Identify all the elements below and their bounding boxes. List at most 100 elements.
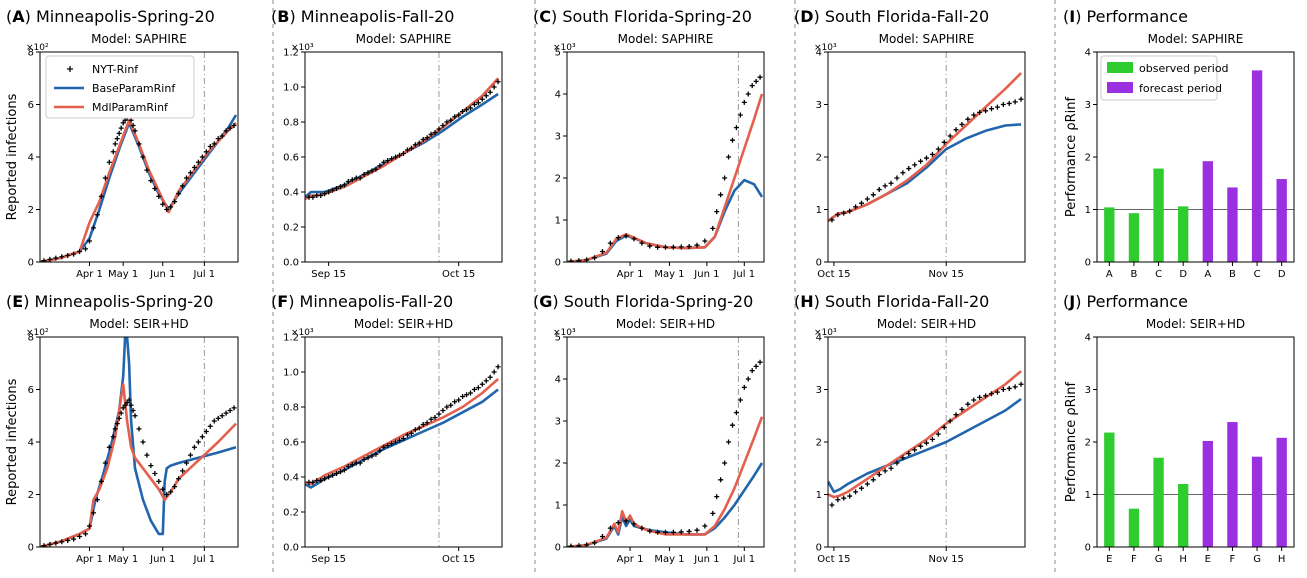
nyt-point [341,182,347,188]
nyt-point [722,460,728,466]
panel-title: (B) Minneapolis-Fall-20 [271,7,454,26]
y-tick-label: 1.2 [283,333,299,344]
x-tick-label: H [1179,554,1187,565]
y-tick-label: 0 [1085,543,1091,554]
nyt-point [491,84,497,90]
x-tick-label: F [1230,554,1236,565]
y-tick-label: 0 [816,543,822,554]
nyt-point [959,406,965,412]
y-tick-label: 1 [816,205,822,216]
nyt-point [132,413,138,419]
x-tick-label: Sep 15 [311,269,346,280]
nyt-point [124,400,130,406]
nyt-point [487,374,493,380]
nyt-point [718,192,724,198]
model-label: Model: SEIR+HD [877,317,976,331]
nyt-point [59,539,65,545]
legend-swatch-forecast [1107,82,1133,93]
nyt-point [935,146,941,152]
nyt-point [176,191,182,197]
nyt-point [98,193,104,199]
nyt-point [994,104,1000,110]
panel-title-text: Performance [1087,292,1188,311]
nyt-point [381,444,387,450]
nyt-point [471,387,477,392]
model-label: Model: SAPHIRE [1148,32,1244,46]
y-tick-label: 2 [816,153,822,164]
y-tick-label: 0 [28,258,34,269]
y-tick-label: 0 [28,543,34,554]
nyt-point [647,243,653,249]
nyt-point [223,410,229,416]
y-tick-label: 1 [555,501,561,512]
nyt-point [576,258,582,262]
panel-title: (D) South Florida-Fall-20 [794,7,989,26]
nyt-point [471,102,477,107]
nyt-point [924,155,929,161]
panel-G: (G) South Florida-Spring-20 Model: SEIR+H… [533,292,765,565]
axes-frame [827,336,1026,548]
legend: NYT-Rinf BaseParamRinf MdlParamRinf [45,55,195,119]
y-axis-label: Performance ρRinf [1064,96,1079,217]
nyt-point [160,201,166,207]
nyt-point [1000,387,1006,392]
nyt-point [882,468,888,474]
axis-scale-label: ×10³ [291,43,314,53]
nyt-point [829,217,835,223]
nyt-point [726,439,732,445]
nyt-point [41,543,47,547]
nyt-point [199,434,205,440]
y-tick-label: 1 [816,490,822,501]
bar-observed [1178,484,1189,547]
nyt-point [122,402,128,408]
nyt-point [947,418,953,424]
panel-A: (A) Minneapolis-Spring-20 Model: SAPHIRE 0… [5,7,239,280]
nyt-point [994,389,1000,395]
nyt-point [663,529,668,535]
nyt-point [322,476,328,482]
y-tick-label: 0.4 [283,188,299,199]
nyt-point [440,123,446,128]
nyt-point [114,136,120,142]
axis-scale-label: ×10³ [553,328,576,338]
panel-label: E [12,292,23,311]
nyt-point [94,497,100,503]
nyt-point [404,432,410,438]
nyt-point [136,141,142,147]
nyt-point [172,484,178,490]
x-tick-label: Jun 1 [693,554,719,565]
nyt-point [404,147,410,153]
nyt-point [184,175,190,181]
nyt-point [120,405,126,411]
y-tick-label: 0.4 [283,473,299,484]
bar-forecast [1251,70,1263,262]
model-label: Model: SEIR+HD [1146,317,1245,331]
nyt-point [714,494,720,500]
nyt-point [102,175,108,181]
x-tick-label: Jun 1 [149,554,175,565]
model-label: Model: SEIR+HD [616,317,715,331]
plot-area [567,74,764,262]
nyt-point [623,518,629,524]
y-tick-label: 6 [28,385,34,396]
legend-marker-nyt [67,66,73,72]
nyt-point [678,244,684,250]
y-tick-label: 1.0 [283,83,299,94]
nyt-point [148,463,154,469]
nyt-point [436,126,442,132]
nyt-point [977,109,983,115]
bar-forecast [1202,440,1213,547]
y-tick-label: 2 [555,459,561,470]
panel-title-text: South Florida-Fall-20 [825,7,989,26]
nyt-point [929,151,935,157]
nyt-point [211,141,217,147]
x-tick-label: May 1 [654,269,684,280]
panel-H: (H) South Florida-Fall-20 Model: SEIR+HD 0… [794,292,1026,565]
panel-title-text: Minneapolis-Fall-20 [300,292,454,311]
nyt-point [876,187,882,193]
nyt-point [130,408,136,413]
nyt-point [448,117,454,123]
nyt-point [207,423,213,429]
nyt-point [330,187,336,193]
